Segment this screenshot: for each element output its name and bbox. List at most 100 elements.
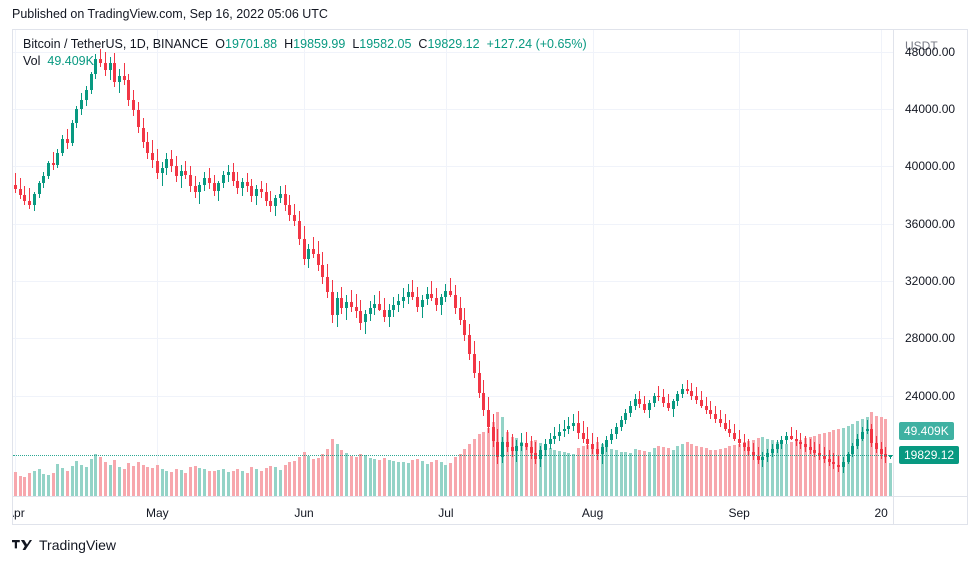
- candle-body: [382, 309, 386, 317]
- volume-bar: [567, 453, 571, 496]
- candle-body: [468, 335, 472, 354]
- candle-body: [411, 292, 415, 297]
- candle-body: [373, 303, 377, 309]
- grid-line-vertical: [157, 30, 159, 496]
- volume-bar: [520, 442, 524, 496]
- candle-body: [89, 74, 93, 91]
- candle-body: [340, 298, 344, 309]
- candle-wick: [294, 203, 295, 227]
- current-price-line: [13, 455, 893, 457]
- candle-body: [491, 427, 495, 442]
- candle-body: [359, 311, 363, 323]
- volume-bar: [311, 459, 315, 496]
- volume-bar: [808, 436, 812, 496]
- candle-body: [751, 451, 755, 456]
- candle-body: [737, 438, 741, 443]
- candle-wick: [814, 441, 816, 458]
- grid-line-vertical: [445, 30, 447, 496]
- time-scale[interactable]: Apr May Jun Jul Aug Sep 20: [13, 496, 893, 524]
- candle-body: [127, 80, 131, 101]
- volume-bar: [132, 465, 136, 496]
- volume-bar: [18, 475, 22, 496]
- candle-body: [643, 404, 647, 410]
- candle-body: [316, 253, 320, 266]
- volume-bar: [468, 443, 472, 496]
- candle-wick: [123, 63, 125, 85]
- candle-body: [619, 420, 623, 428]
- grid-line-vertical: [739, 30, 741, 496]
- volume-bar: [278, 469, 282, 496]
- candle-body: [520, 442, 524, 446]
- price-scale[interactable]: USDT 48000.00 44000.00 40000.00 36000.00 320…: [893, 30, 967, 496]
- candle-body: [482, 392, 486, 410]
- candle-wick: [715, 405, 717, 423]
- volume-bar: [61, 467, 65, 496]
- volume-bar: [364, 455, 367, 496]
- candle-body: [179, 170, 183, 177]
- candle-wick: [866, 420, 868, 435]
- candle-body: [75, 108, 79, 124]
- volume-bar: [818, 434, 822, 496]
- candle-body: [666, 402, 670, 409]
- candle-body: [288, 204, 292, 215]
- volume-bar: [420, 461, 424, 496]
- candle-body: [335, 298, 339, 316]
- volume-bar: [274, 467, 278, 496]
- candle-body: [529, 447, 533, 453]
- candle-body: [203, 177, 207, 185]
- candle-body: [614, 427, 618, 435]
- volume-bar: [870, 412, 874, 496]
- volume-bar: [75, 461, 79, 496]
- volume-bar: [794, 441, 798, 496]
- volume-bar: [222, 468, 225, 496]
- candle-body: [477, 372, 481, 393]
- volume-bar: [799, 439, 803, 496]
- candle-body: [709, 410, 713, 415]
- candle-body: [444, 291, 448, 297]
- candle-wick: [180, 164, 182, 188]
- candle-body: [23, 194, 27, 201]
- footer-brand[interactable]: TradingView: [12, 537, 116, 553]
- volume-bar: [174, 468, 178, 496]
- volume-bar: [704, 448, 708, 496]
- volume-bar: [37, 469, 41, 496]
- price-axis-label: 40000.00: [905, 159, 956, 174]
- price-axis-label: 44000.00: [905, 101, 956, 116]
- volume-bar: [628, 453, 632, 496]
- candle-body: [553, 435, 557, 439]
- volume-bar: [591, 443, 595, 496]
- volume-bar: [737, 443, 741, 496]
- chart-plot-area[interactable]: [13, 30, 893, 496]
- volume-bar: [600, 444, 604, 496]
- candle-body: [122, 75, 126, 81]
- candle-wick: [667, 394, 669, 412]
- candle-body: [160, 167, 164, 174]
- volume-bar: [406, 463, 410, 496]
- candle-body: [662, 397, 665, 403]
- volume-bar: [614, 450, 618, 496]
- candle-body: [567, 425, 571, 429]
- volume-bar: [382, 458, 386, 496]
- candle-wick: [691, 382, 693, 400]
- volume-bar: [32, 470, 36, 496]
- volume-bar: [103, 462, 107, 496]
- candle-body: [761, 457, 765, 461]
- grid-line-vertical: [881, 30, 883, 496]
- volume-bar: [733, 445, 736, 496]
- volume-bar: [326, 449, 330, 496]
- scale-corner: [893, 496, 967, 524]
- volume-bar: [562, 451, 566, 496]
- volume-bar: [662, 447, 665, 496]
- volume-bar: [751, 439, 755, 496]
- candle-body: [813, 450, 817, 453]
- candle-body: [515, 445, 519, 452]
- candle-body: [174, 166, 178, 177]
- candle-body: [56, 153, 60, 165]
- candle-wick: [800, 432, 802, 449]
- volume-bar: [453, 457, 457, 496]
- candle-body: [505, 441, 509, 448]
- candle-body: [548, 438, 552, 445]
- volume-bar: [685, 442, 689, 496]
- candle-body: [794, 438, 798, 442]
- candle-body: [832, 461, 836, 465]
